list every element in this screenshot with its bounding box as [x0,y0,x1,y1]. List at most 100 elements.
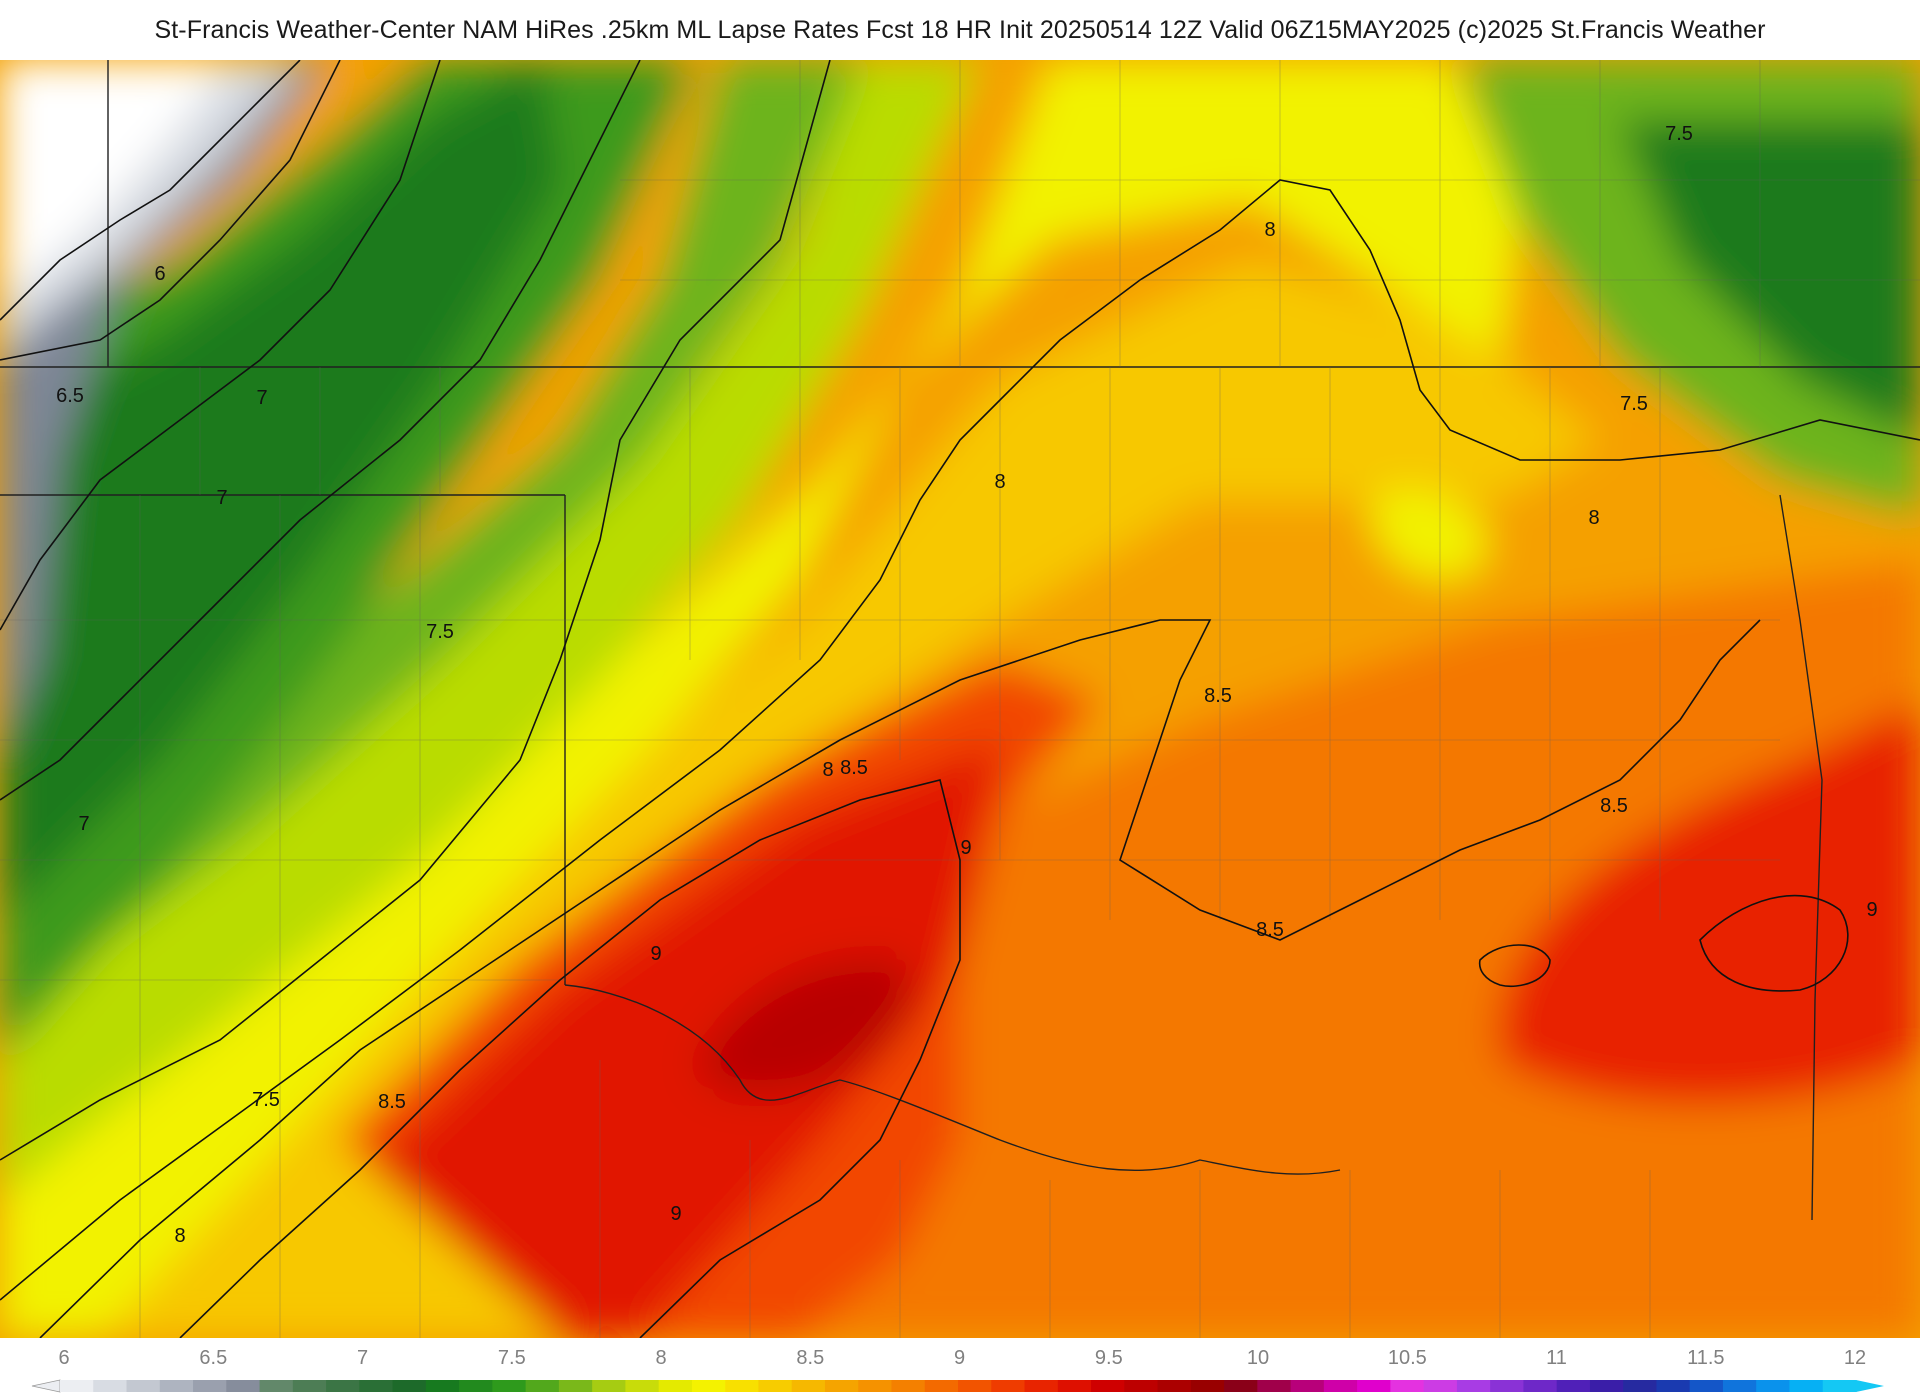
field-yellow-patch [1370,489,1488,580]
legend-swatch [1190,1380,1225,1392]
legend-tick-label: 11.5 [1687,1347,1724,1369]
contour-label: 8.5 [1600,795,1628,817]
contour-label: 7.5 [252,1089,280,1111]
legend-tick-labels: 6 6.5 7 7.5 8 8.5 9 9.5 10 10.5 11 11.5 12 [58,1347,1866,1369]
contour-7-low [0,60,641,801]
legend-tick-label: 8.5 [796,1347,824,1369]
contour-label-layer: 6 6.5 7 7 7 7.5 7.5 7.5 7.5 8 8 8 8 8 8.… [56,123,1877,1247]
legend-swatch [159,1380,194,1392]
legend-swatch [193,1380,227,1392]
contour-label: 7 [256,387,267,409]
state-border-panhandle [564,984,1341,1175]
legend-swatch [1357,1380,1391,1392]
legend-tick-label: 9.5 [1095,1347,1123,1369]
legend-swatch [858,1380,893,1392]
field-dark-red [700,958,913,1094]
contour-7 [0,60,441,631]
legend-swatch [592,1380,627,1392]
legend-swatch [492,1380,527,1392]
legend-swatch [259,1380,294,1392]
legend-swatch [292,1380,327,1392]
legend-swatch [1456,1380,1491,1392]
contour-8 [0,179,1920,1301]
contour-label: 6.5 [56,385,84,407]
legend-swatch [1822,1380,1857,1392]
contour-label: 8 [994,471,1005,493]
legend-tick-label: 7.5 [498,1347,526,1369]
legend-swatch [392,1380,427,1392]
contour-label: 7 [216,487,227,509]
contour-lines [0,60,1920,1338]
legend-swatch [126,1380,161,1392]
legend-swatch [758,1380,793,1392]
field-yellow [0,60,1520,1338]
contour-label: 6 [154,263,165,285]
legend-color-bar [31,1379,1884,1393]
map-title: St-Francis Weather-Center NAM HiRes .25k… [154,15,1766,44]
legend-tick-label: 6.5 [199,1347,227,1369]
contour-label: 7.5 [1620,393,1648,415]
legend-swatch [1057,1380,1092,1392]
contour-6 [0,60,301,321]
map-canvas: 6 6.5 7 7 7 7.5 7.5 7.5 7.5 8 8 8 8 8 8.… [0,60,1920,1338]
legend-tick-label: 7 [357,1347,368,1369]
legend-swatch [226,1380,261,1392]
field-red [220,740,1000,1338]
contour-label: 8.5 [840,757,868,779]
legend-swatch [558,1380,593,1392]
contour-label: 7.5 [426,621,454,643]
state-border-east [1779,494,1823,1221]
legend-swatch [93,1380,128,1392]
legend-swatch [1323,1380,1358,1392]
contour-label: 8 [822,759,833,781]
contour-9 [179,779,961,1338]
legend-tick-label: 10.5 [1388,1347,1427,1369]
legend-swatch [924,1380,959,1392]
legend-swatch [1423,1380,1458,1392]
legend-swatch [1656,1380,1691,1392]
legend-canvas: 6 6.5 7 7.5 8 8.5 9 9.5 10 10.5 11 11.5 12 [31,1347,1884,1393]
legend-swatch [791,1380,826,1392]
contour-6-5 [0,60,341,361]
contour-label: 8.5 [378,1091,406,1113]
contour-label: 9 [1866,899,1877,921]
contour-label: 8 [1588,507,1599,529]
contour-label: 8 [174,1225,185,1247]
legend-swatch [991,1380,1026,1392]
legend-swatch [525,1380,560,1392]
legend-swatch [359,1380,394,1392]
contour-label: 8.5 [1256,919,1284,941]
legend-swatch [625,1380,660,1392]
field-green [0,60,700,1060]
contour-label: 9 [960,837,971,859]
contour-9-east [1699,894,1849,992]
color-scale-legend: 6 6.5 7 7.5 8 8.5 9 9.5 10 10.5 11 11.5 12 [0,1338,1920,1400]
legend-swatch [1157,1380,1192,1392]
contour-label: 9 [650,943,661,965]
legend-high-arrow [1856,1380,1884,1392]
legend-tick-label: 10 [1247,1347,1269,1369]
contour-label: 7.5 [1665,123,1693,145]
contour-label: 7 [78,813,89,835]
legend-swatch [1390,1380,1425,1392]
legend-swatch [1722,1380,1757,1392]
legend-tick-label: 12 [1844,1347,1866,1369]
field-white [0,60,230,300]
legend-swatch [658,1380,693,1392]
legend-swatch [725,1380,760,1392]
legend-tick-label: 6 [58,1347,69,1369]
legend-swatch [958,1380,992,1392]
legend-tick-label: 11 [1546,1347,1567,1369]
legend-swatch [425,1380,460,1392]
legend-swatch [1689,1380,1724,1392]
legend-swatch [1589,1380,1624,1392]
legend-swatch [1756,1380,1791,1392]
legend-tick-label: 9 [954,1347,965,1369]
title-bar: St-Francis Weather-Center NAM HiRes .25k… [0,0,1920,60]
contour-9-east-small [1478,944,1551,987]
legend-swatch [459,1380,493,1392]
legend-swatch [1490,1380,1525,1392]
contour-7-5 [0,60,831,1161]
legend-swatch [1290,1380,1325,1392]
legend-swatch [1523,1380,1558,1392]
